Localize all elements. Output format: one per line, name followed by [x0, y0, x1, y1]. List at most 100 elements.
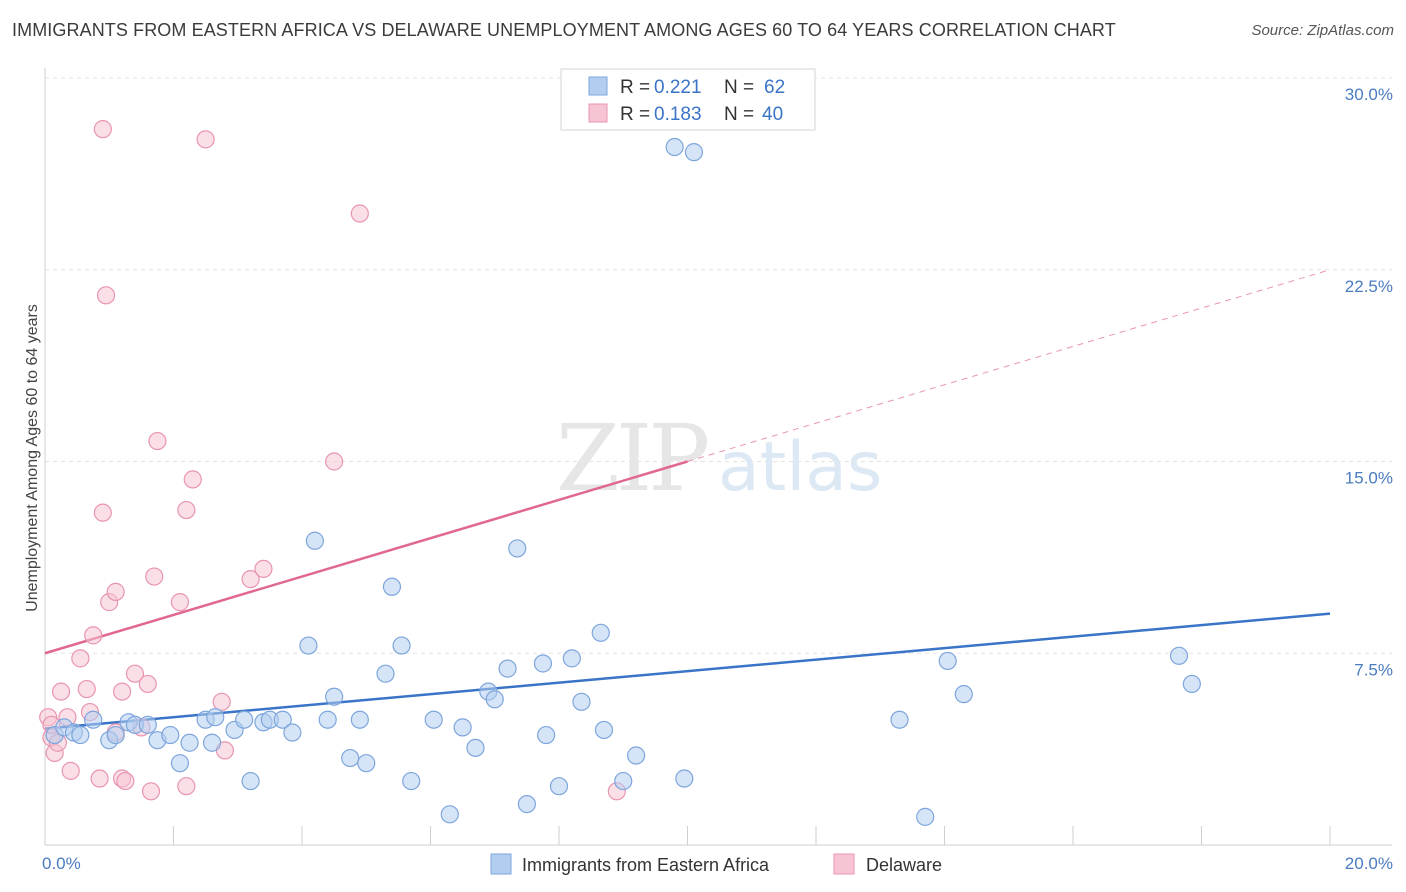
eastern-africa-point	[206, 708, 225, 727]
eastern-africa-point	[533, 654, 553, 673]
delaware-point	[93, 503, 112, 522]
delaware-point	[177, 500, 196, 520]
stats-legend: R = 0.221 N = 62 R = 0.183 N = 40	[560, 68, 816, 131]
eastern-africa-point	[938, 651, 957, 671]
eastern-africa-point	[549, 777, 569, 796]
delaware-point	[96, 286, 116, 305]
delaware-point	[77, 679, 96, 699]
stats-legend-swatch-pink	[588, 103, 608, 123]
eastern-africa-point	[424, 710, 443, 729]
eastern-africa-point	[299, 636, 318, 655]
delaware-point	[84, 626, 103, 645]
trend-lines	[44, 269, 1331, 730]
stats-legend-r-value: 0.183	[654, 104, 702, 125]
eastern-africa-point	[626, 746, 646, 765]
y-tick-label: 15.0%	[1345, 469, 1393, 488]
delaware-point	[138, 674, 157, 694]
eastern-africa-point	[305, 531, 324, 550]
stats-legend-r-value: 0.221	[654, 77, 702, 98]
eastern-africa-point	[466, 738, 485, 757]
eastern-africa-point	[138, 715, 157, 734]
stats-legend-r-label: R =	[620, 77, 655, 98]
watermark-atlas: atlas	[718, 428, 882, 507]
delaware-point	[51, 682, 71, 701]
gridlines	[45, 77, 1392, 654]
eastern-africa-point	[392, 636, 411, 655]
delaware-point	[125, 664, 145, 683]
stats-legend-n-value: 62	[764, 77, 785, 98]
stats-legend-n-label: N =	[724, 77, 759, 98]
eastern-africa-point	[591, 623, 610, 642]
delaware-point	[196, 130, 215, 149]
delaware-point	[325, 452, 344, 471]
stats-legend-n-value: 40	[762, 104, 783, 125]
eastern-africa-points	[45, 137, 1201, 826]
y-tick-label: 30.0%	[1345, 85, 1393, 104]
eastern-africa-point	[235, 710, 254, 729]
chart-title: IMMIGRANTS FROM EASTERN AFRICA VS DELAWA…	[12, 20, 1116, 40]
eastern-africa-point	[453, 718, 472, 737]
eastern-africa-point	[106, 725, 125, 745]
delaware-trend-line	[44, 460, 688, 655]
eastern-africa-point	[350, 710, 369, 729]
delaware-point	[148, 431, 167, 451]
eastern-africa-point	[1169, 646, 1189, 665]
eastern-africa-point	[537, 725, 556, 745]
delaware-point	[170, 593, 190, 612]
eastern-africa-point	[84, 710, 103, 729]
y-tick-label: 7.5%	[1354, 660, 1393, 679]
eastern-africa-point	[572, 692, 591, 711]
watermark-zip: ZIP	[556, 405, 707, 512]
eastern-africa-point	[180, 733, 199, 752]
delaware-point	[112, 682, 132, 701]
eastern-africa-point	[562, 649, 581, 668]
delaware-point	[145, 567, 164, 586]
delaware-point	[177, 777, 196, 796]
eastern-africa-point	[357, 754, 376, 773]
delaware-point	[212, 692, 231, 711]
eastern-africa-point	[325, 687, 344, 706]
eastern-africa-point	[517, 794, 536, 814]
delaware-point	[93, 120, 112, 139]
delaware-point	[90, 769, 109, 788]
eastern-africa-point	[508, 539, 527, 558]
eastern-africa-point	[376, 664, 395, 683]
delaware-point	[350, 204, 369, 223]
stats-legend-swatch-blue	[588, 76, 608, 96]
eastern-africa-point	[283, 723, 302, 742]
eastern-africa-point	[341, 748, 360, 768]
series-legend-swatch-blue	[490, 853, 512, 875]
series-legend: Immigrants from Eastern Africa Delaware	[490, 853, 942, 875]
eastern-africa-point	[675, 769, 694, 788]
delaware-trend-extension	[687, 269, 1331, 462]
delaware-point	[116, 771, 135, 791]
eastern-africa-point	[916, 807, 935, 826]
eastern-africa-point	[594, 720, 614, 740]
eastern-africa-point	[954, 685, 973, 704]
x-tick-label: 20.0%	[1345, 854, 1393, 873]
eastern-africa-point	[485, 690, 504, 709]
eastern-africa-trend-line	[44, 612, 1331, 730]
delaware-point	[61, 761, 80, 780]
eastern-africa-point	[241, 771, 260, 791]
eastern-africa-point	[318, 710, 337, 729]
eastern-africa-point	[440, 805, 459, 824]
eastern-africa-point	[170, 754, 190, 773]
series-legend-label-blue: Immigrants from Eastern Africa	[522, 855, 770, 875]
delaware-point	[254, 559, 273, 578]
eastern-africa-point	[382, 577, 402, 596]
eastern-africa-point	[71, 725, 90, 745]
eastern-africa-point	[402, 771, 421, 791]
eastern-africa-point	[665, 137, 684, 157]
stats-legend-r-label: R =	[620, 104, 655, 125]
source-credit: Source: ZipAtlas.com	[1251, 22, 1394, 39]
eastern-africa-point	[161, 725, 180, 745]
tick-labels: 7.5% 15.0% 22.5% 30.0% 0.0% 20.0%	[42, 85, 1393, 873]
delaware-point	[241, 570, 260, 589]
eastern-africa-point	[202, 733, 222, 752]
eastern-africa-point	[890, 710, 909, 729]
delaware-point	[71, 649, 90, 668]
x-tick-label: 0.0%	[42, 854, 81, 873]
series-legend-swatch-pink	[833, 853, 855, 875]
